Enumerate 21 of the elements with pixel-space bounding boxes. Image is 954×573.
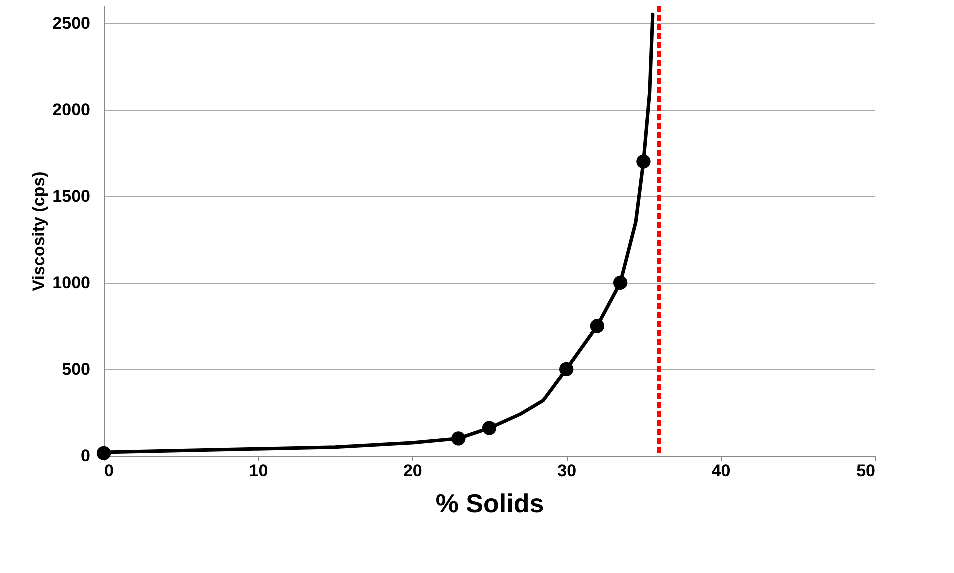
point xyxy=(636,154,651,169)
point xyxy=(96,446,112,460)
x-tick-label: 50 xyxy=(856,462,876,480)
y-tick-label: 500 xyxy=(62,360,90,379)
y-tick-label: 1000 xyxy=(52,273,90,292)
point xyxy=(560,362,574,377)
point xyxy=(590,319,605,334)
point xyxy=(452,432,466,446)
point xyxy=(482,421,497,436)
y-tick-label: 1500 xyxy=(52,186,90,206)
y-tick-label: 0 xyxy=(81,446,90,466)
x-tick-label: 30 xyxy=(558,462,577,480)
x-tick-label: 10 xyxy=(249,462,268,480)
y-tick-label: 2500 xyxy=(52,14,90,33)
x-tick-label: 0 xyxy=(104,462,114,480)
x-tick-label: 20 xyxy=(403,462,422,480)
y-axis-title: Viscosity (cps) xyxy=(30,172,49,292)
x-axis-title: % Solids xyxy=(436,488,544,518)
point xyxy=(614,276,628,290)
y-tick-label: 2000 xyxy=(52,100,90,120)
x-tick-label: 40 xyxy=(712,462,731,480)
